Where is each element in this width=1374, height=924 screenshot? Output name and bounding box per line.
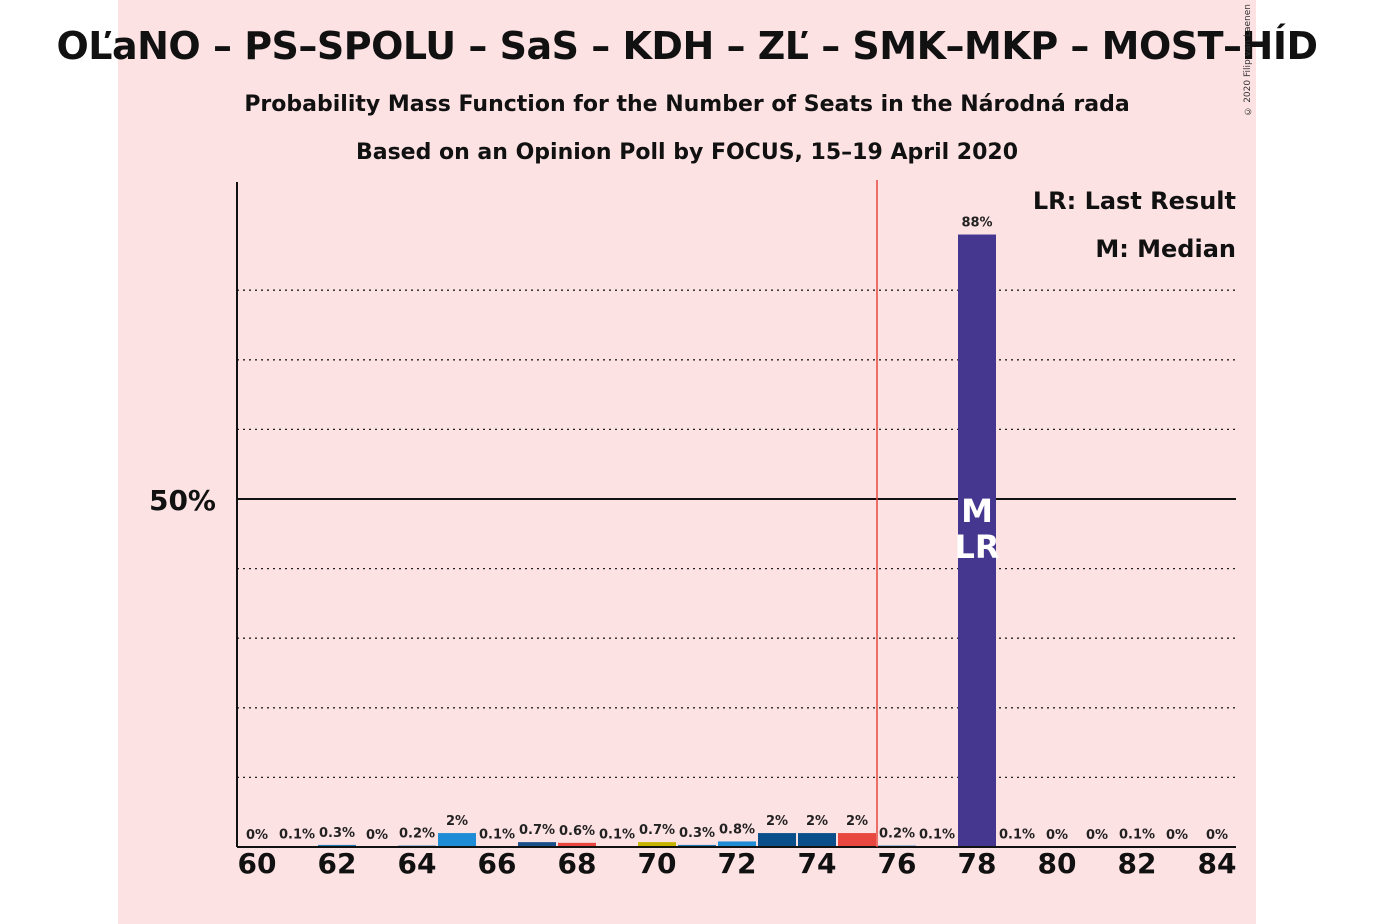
data-label-76: 0.2% [879,827,915,842]
data-label-78: 88% [961,216,992,231]
bar-73 [758,833,796,847]
x-tick-78: 78 [958,847,997,880]
data-label-71: 0.3% [679,826,715,841]
data-label-82: 0.1% [1119,827,1155,842]
chart-background [118,0,1256,924]
x-tick-64: 64 [398,847,437,880]
data-label-61: 0.1% [279,827,315,842]
legend-median: M: Median [1095,235,1236,263]
data-label-83: 0% [1166,828,1188,843]
data-label-80: 0% [1046,828,1068,843]
x-tick-60: 60 [238,847,277,880]
x-tick-82: 82 [1118,847,1157,880]
bar-71 [678,844,716,847]
data-label-73: 2% [766,814,788,829]
data-labels: 0% 0.1% 0.3% 0% 0.2% 2% 0.1% 0.7% 0.6% 0.1% 0.7% 0.… [246,216,1228,843]
x-tick-62: 62 [318,847,357,880]
bar-67 [518,842,556,847]
data-label-70: 0.7% [639,823,675,838]
data-label-69: 0.1% [599,827,635,842]
y-tick-label: 50% [149,484,216,517]
x-tick-84: 84 [1198,847,1237,880]
data-label-65: 2% [446,814,468,829]
data-label-67: 0.7% [519,823,555,838]
bars [278,234,1156,847]
bar-62 [318,844,356,847]
chart-source: Based on an Opinion Poll by FOCUS, 15–19… [355,140,1019,165]
x-tick-70: 70 [638,847,677,880]
chart-subtitle: Probability Mass Function for the Number… [244,92,1130,117]
bar-78 [958,234,996,847]
data-label-81: 0% [1086,828,1108,843]
bar-70 [638,842,676,847]
axes [236,180,1236,848]
bar-68 [558,842,596,847]
data-label-84: 0% [1206,828,1228,843]
x-tick-68: 68 [558,847,597,880]
data-label-64: 0.2% [399,827,435,842]
x-tick-72: 72 [718,847,757,880]
data-label-63: 0% [366,828,388,843]
legend-last-result: LR: Last Result [1033,187,1236,215]
data-label-72: 0.8% [719,822,755,837]
data-label-75: 2% [846,814,868,829]
x-tick-74: 74 [798,847,837,880]
bar-65 [438,833,476,847]
data-label-62: 0.3% [319,826,355,841]
gridlines [237,289,1236,779]
data-label-60: 0% [246,828,268,843]
x-ticks: 60 62 64 66 68 70 72 74 76 78 80 82 84 [238,847,1237,880]
bar-74 [798,833,836,847]
data-label-66: 0.1% [479,827,515,842]
bar-75 [838,833,876,847]
data-label-79: 0.1% [999,827,1035,842]
median-marker: M [961,492,993,530]
last-result-marker: LR [954,528,999,566]
bar-72 [718,841,756,847]
x-tick-66: 66 [478,847,517,880]
x-tick-76: 76 [878,847,917,880]
data-label-74: 2% [806,814,828,829]
data-label-77: 0.1% [919,827,955,842]
x-tick-80: 80 [1038,847,1077,880]
data-label-68: 0.6% [559,824,595,839]
chart-title: OĽaNO – PS–SPOLU – SaS – KDH – ZĽ – SMK–… [56,24,1318,68]
